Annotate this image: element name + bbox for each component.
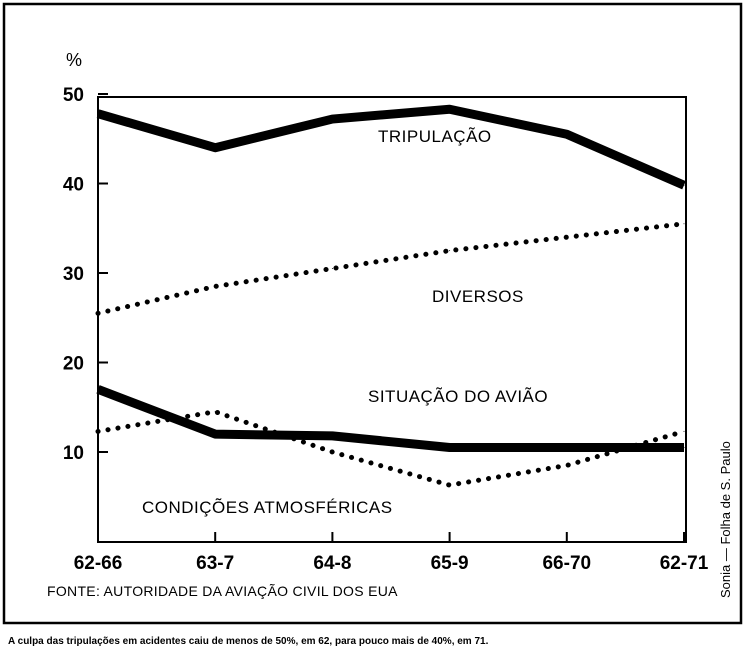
y-tick-label: 30 <box>63 264 84 285</box>
data-point <box>97 312 99 314</box>
data-point <box>331 435 333 437</box>
data-point <box>566 133 568 135</box>
source-note: FONTE: AUTORIDADE DA AVIAÇÃO CIVIL DOS E… <box>47 583 398 599</box>
data-point <box>331 268 333 270</box>
data-point <box>331 451 333 453</box>
x-tick-label: 64-8 <box>313 553 351 574</box>
data-point <box>449 108 451 110</box>
x-tick-label: 62-66 <box>74 553 123 574</box>
series-line-1 <box>95 221 687 316</box>
data-point <box>566 464 568 466</box>
plot-frame <box>97 96 687 543</box>
y-axis-ticks: 10 20 30 40 50 <box>63 85 108 464</box>
series-line-0 <box>96 104 686 190</box>
series-line-2 <box>96 385 684 453</box>
data-point <box>683 430 685 432</box>
data-point <box>214 285 216 287</box>
data-point <box>449 484 451 486</box>
y-tick-label: 20 <box>63 354 84 375</box>
x-tick-label: 62-71 <box>660 553 709 574</box>
y-tick-label: 10 <box>63 443 84 464</box>
data-point <box>683 184 685 186</box>
x-axis-ticks: 62-66 63-7 64-8 65-9 66-70 62-71 <box>74 532 709 574</box>
data-point <box>449 250 451 252</box>
series-layer <box>95 104 687 488</box>
data-point <box>97 113 99 115</box>
data-point <box>97 388 99 390</box>
series-label-situacao-aviao: SITUAÇÃO DO AVIÃO <box>368 387 548 406</box>
data-point <box>566 447 568 449</box>
caption: A culpa das tripulações em acidentes cai… <box>8 636 489 647</box>
data-point <box>566 236 568 238</box>
y-unit-label: % <box>66 50 82 70</box>
data-point <box>214 147 216 149</box>
x-tick-label: 66-70 <box>542 553 591 574</box>
x-tick-label: 63-7 <box>196 553 234 574</box>
data-point <box>449 447 451 449</box>
outer-frame <box>2 2 743 625</box>
y-tick-label: 40 <box>63 175 84 196</box>
series-label-tripulacao: TRIPULAÇÃO <box>378 127 492 146</box>
data-point <box>214 433 216 435</box>
x-tick-label: 65-9 <box>431 553 469 574</box>
y-tick-label: 50 <box>63 85 84 106</box>
data-point <box>683 447 685 449</box>
series-line-3 <box>95 409 687 488</box>
credit-text: Sonia — Folha de S. Paulo <box>718 441 733 598</box>
data-point <box>683 223 685 225</box>
series-label-condicoes-atmosfericas: CONDIÇÕES ATMOSFÉRICAS <box>142 498 393 517</box>
series-label-diversos: DIVERSOS <box>432 287 524 306</box>
data-point <box>97 430 99 432</box>
data-point <box>331 118 333 120</box>
data-point <box>214 411 216 413</box>
